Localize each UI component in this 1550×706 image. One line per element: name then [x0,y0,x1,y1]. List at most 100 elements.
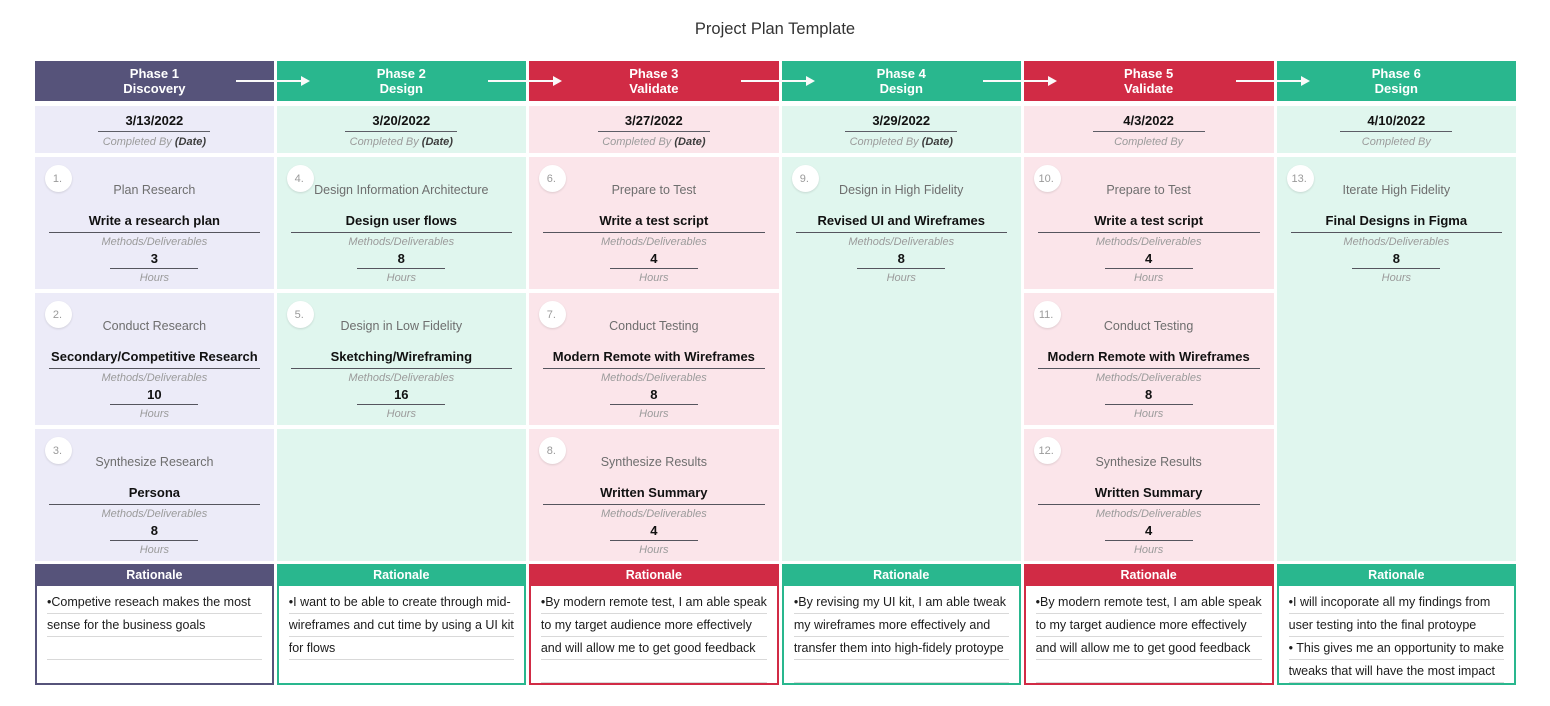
rationale-header: Rationale [1023,564,1274,586]
date-suffix: (Date) [421,136,453,148]
date-cell: 3/20/2022 Completed By (Date) [276,106,526,153]
phase-header: Phase 3 Validate [528,61,815,101]
task-number: 2. [45,301,72,328]
hours-label: Hours [386,408,416,420]
methods-label: Methods/Deliverables [1095,236,1202,248]
hours-value[interactable]: 3 [110,251,199,269]
rationale-line[interactable]: and will allow me to get good feedback [1035,637,1262,660]
task-card: 13. Iterate High Fidelity Final Designs … [1276,157,1516,561]
task-title: Design in High Fidelity [839,183,964,197]
date-value[interactable]: 4/10/2022 [1340,113,1453,132]
deliverable-value[interactable]: Write a research plan [49,213,260,233]
date-label: Completed By [1361,136,1431,148]
hours-value[interactable]: 8 [857,251,946,269]
task-title: Synthesize Research [95,455,214,469]
rationale-line[interactable]: and will allow me to get good feedback [540,637,767,660]
hours-label: Hours [639,272,669,284]
phase-title: Phase 3 [629,66,679,81]
task-card: 7. Conduct Testing Modern Remote with Wi… [528,293,779,425]
task-title: Design in Low Fidelity [340,319,463,333]
date-value[interactable]: 3/13/2022 [98,113,211,132]
rationale-line[interactable]: •Competive reseach makes the most [47,591,262,614]
rationale-line[interactable]: •I will incoporate all my findings from [1288,591,1504,614]
task-number: 9. [791,165,819,192]
rationale-line[interactable] [47,637,262,660]
task-card: 3. Synthesize Research Persona Methods/D… [35,429,274,561]
rationale-section: Rationale •I will incoporate all my find… [1276,564,1516,685]
deliverable-value[interactable]: Modern Remote with Wireframes [1037,349,1260,369]
rationale-line[interactable]: transfer them into high-fidely protoype [793,637,1009,660]
hours-value[interactable]: 4 [609,523,698,541]
rationale-line[interactable] [793,660,1009,683]
deliverable-value[interactable]: Sketching/Wireframing [290,349,512,369]
task-title: Synthesize Results [600,455,707,469]
date-label: Completed By (Date) [602,136,706,148]
deliverable-value[interactable]: Revised UI and Wireframes [795,213,1007,233]
task-number: 13. [1286,165,1314,192]
rationale-line[interactable]: •I want to be able to create through mid… [288,591,514,614]
rationale-line[interactable]: •By modern remote test, I am able speak [540,591,767,614]
rationale-line[interactable]: •By modern remote test, I am able speak [1035,591,1262,614]
rationale-line[interactable]: wireframes and cut time by using a UI ki… [288,614,514,637]
methods-label: Methods/Deliverables [348,372,455,384]
task-cards: 13. Iterate High Fidelity Final Designs … [1276,157,1516,561]
date-value[interactable]: 4/3/2022 [1092,113,1205,132]
date-label: Completed By (Date) [849,136,953,148]
rationale-header: Rationale [35,564,274,586]
task-cards: 10. Prepare to Test Write a test script … [1023,157,1274,561]
deliverable-value[interactable]: Written Summary [542,485,765,505]
phase-title: Phase 6 [1371,66,1421,81]
task-card: 12. Synthesize Results Written Summary M… [1023,429,1274,561]
phase-columns: Phase 1 Discovery 3/13/2022 Completed By… [35,61,1516,685]
task-card: 9. Design in High Fidelity Revised UI an… [781,157,1021,561]
phase-title: Phase 4 [876,66,926,81]
deliverable-value[interactable]: Modern Remote with Wireframes [542,349,765,369]
rationale-line[interactable] [1035,660,1262,683]
deliverable-value[interactable]: Write a test script [1037,213,1260,233]
rationale-header: Rationale [1276,564,1516,586]
rationale-line[interactable]: to my target audience more effectively [1035,614,1262,637]
rationale-line[interactable]: user testing into the final protoype [1288,614,1504,637]
rationale-line[interactable]: tweaks that will have the most impact [1288,660,1504,683]
rationale-line[interactable]: for flows [288,637,514,660]
phase-header: Phase 5 Validate [1023,61,1310,101]
rationale-line[interactable]: sense for the business goals [47,614,262,637]
deliverable-value[interactable]: Final Designs in Figma [1290,213,1502,233]
date-value[interactable]: 3/27/2022 [597,113,710,132]
rationale-body: •By modern remote test, I am able speak … [1023,586,1274,685]
rationale-line[interactable]: to my target audience more effectively [540,614,767,637]
task-title: Conduct Testing [609,319,699,333]
phase-title: Phase 1 [129,66,179,81]
date-suffix: (Date) [174,136,207,148]
deliverable-value[interactable]: Written Summary [1037,485,1260,505]
rationale-section: Rationale •By modern remote test, I am a… [1023,564,1274,685]
task-cards: 6. Prepare to Test Write a test script M… [528,157,779,561]
phase-header: Phase 1 Discovery [35,61,310,101]
date-value[interactable]: 3/20/2022 [345,113,458,132]
hours-value[interactable]: 10 [110,387,199,405]
hours-value[interactable]: 8 [357,251,446,269]
hours-value[interactable]: 8 [609,387,698,405]
deliverable-value[interactable]: Write a test script [542,213,765,233]
date-value[interactable]: 3/29/2022 [845,113,958,132]
hours-value[interactable]: 8 [1352,251,1441,269]
deliverable-value[interactable]: Design user flows [290,213,512,233]
task-card: 6. Prepare to Test Write a test script M… [528,157,779,289]
rationale-line[interactable]: • This gives me an opportunity to make [1288,637,1504,660]
rationale-line[interactable]: •By revising my UI kit, I am able tweak [793,591,1009,614]
hours-value[interactable]: 8 [110,523,199,541]
hours-label: Hours [1133,272,1164,284]
rationale-body: •I want to be able to create through mid… [276,586,526,685]
deliverable-value[interactable]: Secondary/Competitive Research [49,349,260,369]
hours-value[interactable]: 16 [357,387,446,405]
hours-value[interactable]: 4 [609,251,698,269]
task-card: 1. Plan Research Write a research plan M… [35,157,274,289]
hours-value[interactable]: 4 [1104,523,1193,541]
rationale-line[interactable]: my wireframes more effectively and [793,614,1009,637]
hours-value[interactable]: 4 [1104,251,1193,269]
deliverable-value[interactable]: Persona [49,485,260,505]
date-label: Completed By (Date) [102,136,207,148]
rationale-line[interactable] [540,660,767,683]
task-number: 8. [538,437,566,464]
hours-value[interactable]: 8 [1104,387,1193,405]
